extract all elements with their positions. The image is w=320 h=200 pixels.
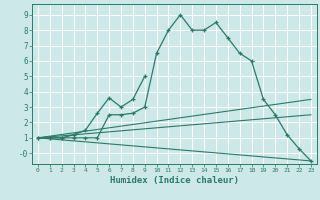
X-axis label: Humidex (Indice chaleur): Humidex (Indice chaleur): [110, 176, 239, 185]
